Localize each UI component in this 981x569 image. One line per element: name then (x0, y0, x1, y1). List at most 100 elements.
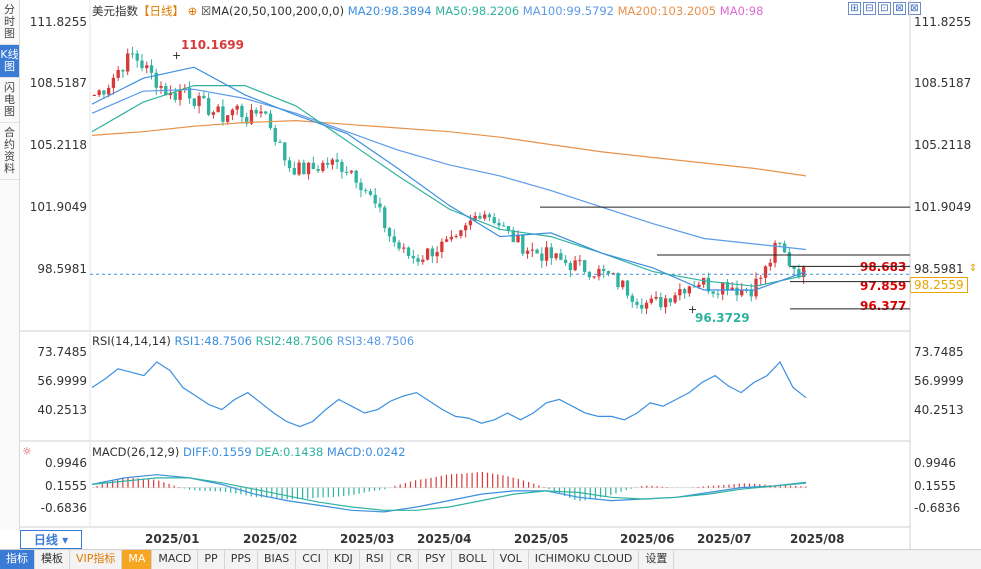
candle-body (673, 295, 677, 303)
period-label[interactable]: 【日线】 (138, 4, 184, 18)
candle-body (254, 109, 258, 114)
indicator-tab[interactable]: PP (198, 550, 225, 569)
tab-lightning[interactable]: 闪电图 (0, 78, 19, 123)
indicator-tab[interactable]: BOLL (452, 550, 494, 569)
ma-value: MA20:98.3894 (347, 4, 436, 18)
x-axis-label: 2025/02 (243, 532, 298, 546)
candle-body (506, 226, 511, 231)
indicator-tab[interactable]: VOL (494, 550, 529, 569)
x-axis-label: 2025/05 (514, 532, 569, 546)
candle-body (321, 162, 325, 171)
price-tick-right: 108.5187 (914, 76, 972, 90)
chart-header: 美元指数【日线】 ⊕ ☒MA(20,50,100,200,0,0) MA20:9… (92, 3, 763, 19)
price-tick-right: 101.9049 (914, 200, 972, 214)
indicator-tab[interactable]: MACD (152, 550, 199, 569)
candle-body (663, 298, 668, 308)
price-tick-left: 98.5981 (37, 262, 87, 276)
candle-body (749, 290, 753, 297)
rsi-line (91, 360, 807, 428)
low-label: 96.3729 (695, 311, 750, 325)
macd-tick-left: 0.1555 (45, 479, 87, 493)
candle-body (502, 225, 506, 227)
candle-body (273, 128, 277, 142)
indicator-tab[interactable]: RSI (360, 550, 391, 569)
period-selector[interactable]: 日线 ▾ (20, 530, 82, 549)
tab-timeshare[interactable]: 分时图 (0, 0, 19, 45)
candle-body (97, 90, 101, 96)
macd-tick-left: 0.9946 (45, 456, 87, 470)
candle-body (449, 236, 454, 240)
candle-body (406, 247, 411, 257)
candle-body (159, 85, 163, 88)
indicator-tab[interactable]: KDJ (328, 550, 360, 569)
candle-body (402, 247, 406, 249)
candle-body (235, 105, 239, 110)
indicator-tab[interactable]: CR (391, 550, 419, 569)
x-axis-label: 2025/01 (145, 532, 200, 546)
indicator-tab[interactable]: PPS (225, 550, 258, 569)
rsi-tick-right: 40.2513 (914, 403, 964, 417)
ma-checkbox-icon[interactable]: ☒ (200, 4, 212, 18)
candle-body (325, 162, 330, 165)
candle-body (692, 286, 696, 288)
restore-icon[interactable]: ⊠ (893, 2, 906, 15)
candle-body (602, 268, 606, 272)
candle-body (340, 161, 344, 172)
candle-body (278, 141, 282, 143)
candle-body (473, 215, 477, 221)
x-axis-label: 2025/04 (417, 532, 472, 546)
candle-body (249, 109, 254, 124)
x-axis-label: 2025/08 (790, 532, 845, 546)
close-icon[interactable]: ⊠ (908, 2, 921, 15)
candle-body (797, 268, 801, 278)
candle-body (392, 236, 396, 243)
ma20-line (91, 66, 807, 291)
tab-kline[interactable]: K线图 (0, 45, 19, 78)
macd-value: DIFF:0.1559 (183, 445, 256, 459)
level-label-1: 98.683 (860, 260, 907, 274)
candle-body (687, 286, 692, 294)
indicator-tab[interactable]: 指标 (0, 550, 35, 569)
rsi-tick-left: 40.2513 (37, 403, 87, 417)
price-tick-right: 98.5981 (914, 262, 964, 276)
candle-body (178, 89, 182, 100)
indicator-tab[interactable]: CCI (296, 550, 328, 569)
candle-body (192, 98, 197, 107)
candle-body (606, 271, 611, 274)
macd-tick-right: 0.1555 (914, 479, 956, 493)
candle-body (540, 253, 544, 261)
indicator-tab[interactable]: BIAS (258, 550, 297, 569)
fullscreen-icon[interactable]: ⊡ (878, 2, 891, 15)
candle-body (644, 302, 649, 309)
diff-line (91, 474, 807, 513)
candle-body (597, 268, 601, 277)
candle-body (221, 106, 225, 122)
zoom-in-icon[interactable]: ⊞ (848, 2, 861, 15)
candle-body (497, 223, 501, 226)
indicator-tab[interactable]: PSY (419, 550, 453, 569)
tab-contract-info[interactable]: 合约资料 (0, 123, 19, 180)
indicator-tab[interactable]: VIP指标 (70, 550, 123, 569)
candle-body (640, 304, 644, 309)
candle-body (621, 280, 625, 288)
indicator-tab[interactable]: ICHIMOKU CLOUD (529, 550, 640, 569)
settings-sun-icon[interactable]: ☼ (22, 445, 32, 458)
indicator-tab[interactable]: 模板 (35, 550, 70, 569)
candle-body (316, 169, 320, 171)
candle-body (92, 95, 97, 97)
candle-body (297, 162, 301, 175)
indicator-tab[interactable]: MA (122, 550, 153, 569)
candle-body (216, 106, 220, 113)
candle-body (154, 72, 158, 88)
zoom-out-icon[interactable]: ⊟ (863, 2, 876, 15)
chart-title: 美元指数 (92, 4, 138, 18)
rsi-value: RSI1:48.7506 (174, 334, 256, 348)
target-icon[interactable]: ⊕ (187, 4, 198, 18)
price-chart[interactable]: ++ (0, 0, 981, 549)
candle-body (568, 263, 573, 271)
price-tick-left: 111.8255 (29, 15, 87, 29)
indicator-tab[interactable]: 设置 (639, 550, 675, 569)
candle-body (487, 214, 492, 218)
pin-icon[interactable]: ⇕ (969, 263, 978, 274)
candle-body (625, 280, 630, 296)
